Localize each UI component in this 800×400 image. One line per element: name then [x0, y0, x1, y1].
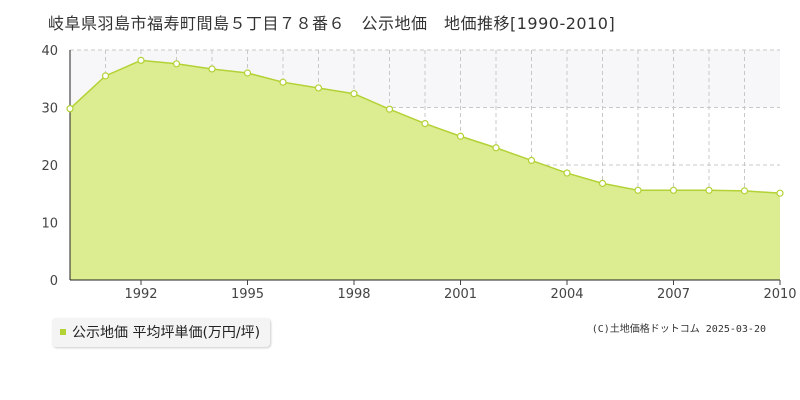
data-point	[527, 156, 536, 164]
chart-title: 岐阜県羽島市福寿町間島５丁目７８番６ 公示地価 地価推移[1990-2010]	[48, 14, 616, 33]
y-tick-label: 40	[41, 44, 58, 59]
data-point	[705, 186, 713, 194]
data-point	[634, 186, 642, 194]
x-tick-label: 1995	[231, 287, 264, 302]
data-point	[740, 187, 749, 195]
x-tick-label: 2010	[763, 287, 796, 302]
data-point	[243, 69, 252, 77]
x-tick-label: 2004	[550, 287, 583, 302]
data-point	[314, 84, 323, 92]
data-point	[563, 169, 571, 177]
data-point	[137, 56, 145, 64]
data-point	[776, 189, 784, 197]
data-point	[279, 78, 287, 86]
copyright-credit: (C)土地価格ドットコム 2025-03-20	[591, 324, 766, 335]
x-tick-label: 1998	[337, 287, 370, 302]
data-point	[456, 132, 465, 140]
y-tick-label: 30	[41, 102, 58, 117]
data-point	[421, 119, 429, 128]
legend-swatch	[60, 329, 66, 335]
data-point	[66, 105, 74, 113]
data-point	[492, 144, 500, 152]
data-point	[172, 60, 181, 68]
y-tick-label: 0	[50, 274, 58, 289]
data-point	[385, 105, 394, 113]
y-tick-label: 10	[41, 217, 58, 232]
data-point	[669, 186, 678, 194]
x-tick-label: 1992	[124, 287, 157, 302]
data-point	[208, 65, 216, 73]
legend: 公示地価 平均坪単価(万円/坪)	[52, 318, 271, 347]
series-area	[70, 60, 780, 280]
data-point	[101, 72, 110, 80]
data-point	[598, 179, 607, 187]
y-tick-label: 20	[41, 159, 58, 174]
legend-label: 公示地価 平均坪単価(万円/坪)	[72, 325, 261, 341]
x-tick-label: 2007	[657, 287, 690, 302]
x-tick-label: 2001	[444, 287, 477, 302]
data-point	[350, 90, 358, 98]
